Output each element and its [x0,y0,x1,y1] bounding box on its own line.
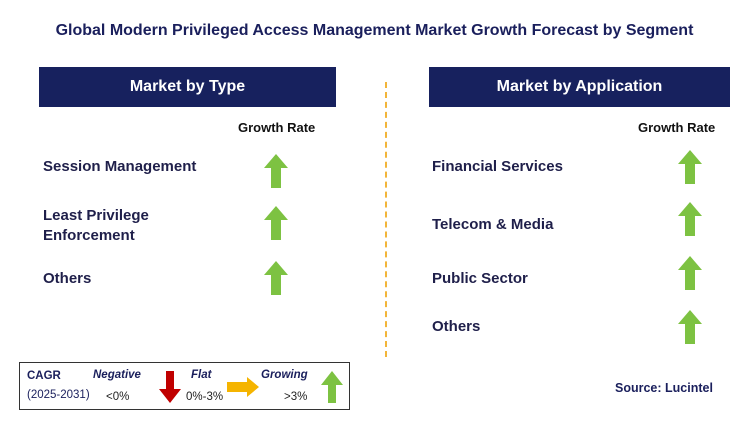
legend-growing-label: Growing [261,369,308,381]
panel-divider [385,82,387,357]
legend-cagr-label: CAGR [27,370,61,382]
application-item-financial-services: Financial Services [432,158,563,175]
type-item-others: Others [43,270,92,287]
type-growth-rate-label: Growth Rate [238,120,316,135]
legend-period: (2025-2031) [27,389,90,401]
type-item-session-management: Session Management [43,158,197,175]
legend-flat-range: 0%-3% [186,391,224,403]
up-arrow-icon [264,261,288,295]
type-panel-header: Market by Type [39,67,336,107]
application-item-others: Others [432,318,481,335]
type-item-least-privilege-enforcement: Least Privilege Enforcement [43,207,149,244]
application-panel-header: Market by Application [429,67,730,107]
up-arrow-icon [321,371,343,403]
up-arrow-icon [678,256,702,290]
legend-negative-label: Negative [93,369,141,381]
source-note: Source: Lucintel [615,381,713,395]
legend-growing-range: >3% [284,391,308,403]
application-growth-rate-label: Growth Rate [638,120,716,135]
legend-flat-label: Flat [191,369,212,381]
legend-box: CAGR (2025-2031) Negative <0% Flat 0%-3%… [19,362,350,410]
application-item-public-sector: Public Sector [432,270,528,287]
right-arrow-icon [227,377,259,397]
down-arrow-icon [159,371,181,403]
up-arrow-icon [264,154,288,188]
chart-title: Global Modern Privileged Access Manageme… [55,22,694,39]
application-item-telecom-media: Telecom & Media [432,216,554,233]
up-arrow-icon [678,150,702,184]
up-arrow-icon [264,206,288,240]
up-arrow-icon [678,310,702,344]
legend-negative-range: <0% [106,391,130,403]
up-arrow-icon [678,202,702,236]
